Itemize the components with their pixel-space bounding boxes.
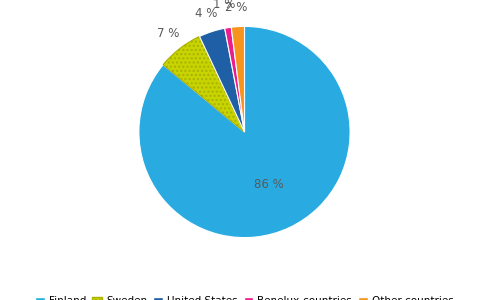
Text: 7 %: 7 %: [157, 27, 179, 40]
Wedge shape: [224, 27, 244, 132]
Wedge shape: [139, 26, 349, 238]
Text: 4 %: 4 %: [194, 7, 217, 20]
Text: 86 %: 86 %: [254, 178, 284, 191]
Text: 2 %: 2 %: [225, 1, 247, 14]
Wedge shape: [163, 37, 244, 132]
Text: 1 %: 1 %: [213, 0, 235, 11]
Legend: Finland, Sweden, United States, Benelux-countries, Other countries: Finland, Sweden, United States, Benelux-…: [35, 296, 453, 300]
Wedge shape: [199, 28, 244, 132]
Wedge shape: [231, 26, 244, 132]
